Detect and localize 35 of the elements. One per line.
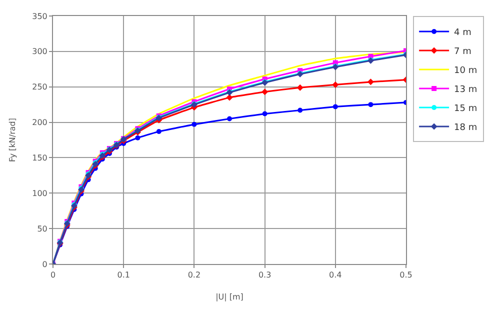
y-tick-label: 350: [32, 12, 48, 21]
x-tick-label: 0: [50, 270, 56, 280]
y-tick-label: 150: [32, 154, 48, 163]
x-tick-label: 0.5: [400, 270, 412, 280]
y-tick-label: 300: [32, 47, 48, 56]
point: [368, 102, 374, 108]
y-tick-label: 100: [32, 188, 48, 198]
point: [227, 116, 232, 122]
x-axis-title: |U| [m]: [216, 292, 244, 302]
point: [298, 108, 303, 113]
point: [156, 129, 162, 134]
point: [192, 122, 197, 127]
point: [262, 111, 268, 116]
point: [135, 135, 140, 140]
y-tick-label: 200: [32, 118, 48, 128]
y-tick-label: 0: [42, 260, 48, 269]
y-axis-title: Fy [kN/rad]: [8, 118, 17, 162]
point: [296, 84, 304, 91]
y-tick-label: 250: [32, 82, 48, 92]
legend-label: 4 m: [454, 28, 472, 38]
point: [332, 104, 338, 110]
legend-label: 13 m: [454, 85, 478, 96]
point: [226, 94, 233, 101]
point: [367, 78, 374, 86]
legend-label: 10 m: [454, 66, 478, 76]
legend-label: 7 m: [454, 47, 472, 58]
x-tick-label: 0.1: [117, 270, 130, 280]
y-tick-label: 50: [37, 224, 48, 234]
legend-label: 18 m: [454, 123, 478, 134]
point: [262, 88, 268, 96]
point: [332, 81, 339, 88]
x-tick-label: 0.3: [258, 270, 272, 280]
x-tick-label: 0.4: [329, 270, 342, 280]
x-tick-label: 0.2: [188, 270, 201, 280]
legend-label: 15 m: [454, 104, 478, 114]
